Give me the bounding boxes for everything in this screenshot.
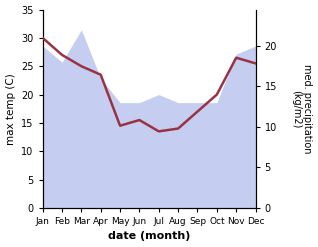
X-axis label: date (month): date (month) [108, 231, 190, 242]
Y-axis label: max temp (C): max temp (C) [5, 73, 16, 144]
Y-axis label: med. precipitation
(kg/m2): med. precipitation (kg/m2) [291, 64, 313, 153]
